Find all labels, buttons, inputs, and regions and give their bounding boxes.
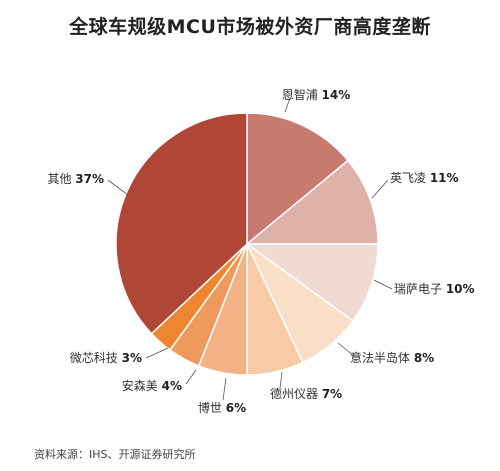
slice-label-4: 意法半岛体 8%	[350, 350, 434, 365]
slice-label-9: 其他 37%	[47, 172, 104, 186]
pie-slice-3	[244, 243, 379, 323]
slice-percent: 3%	[122, 351, 142, 365]
leader-line-1	[284, 97, 291, 113]
slice-name: 意法半岛体	[350, 350, 414, 365]
slice-label-1: 恩智浦 14%	[282, 87, 351, 102]
slice-percent: 6%	[226, 401, 246, 415]
slice-name: 博世	[198, 400, 226, 415]
slice-percent: 4%	[162, 379, 182, 393]
slice-name: 英飞凌	[390, 171, 430, 185]
slice-name: 微芯科技	[70, 351, 122, 365]
pie-slice-1	[246, 112, 349, 246]
slice-label-8: 微芯科技 3%	[70, 351, 142, 365]
leader-line-8	[145, 347, 169, 359]
leader-line-4	[337, 342, 355, 357]
slice-percent: 7%	[322, 387, 342, 401]
slice-label-5: 德州仪器 7%	[270, 386, 342, 401]
slice-percent: 37%	[75, 172, 104, 186]
slice-label-3: 瑞萨电子 10%	[394, 282, 475, 296]
slice-name: 安森美	[122, 378, 162, 393]
slice-percent: 14%	[322, 88, 351, 102]
slice-name: 瑞萨电子	[394, 282, 446, 296]
source-note: 资料来源：IHS、开源证券研究所	[34, 448, 196, 461]
slice-percent: 10%	[446, 282, 475, 296]
leader-line-3	[373, 279, 393, 290]
slice-label-7: 安森美 4%	[122, 378, 182, 393]
leader-line-7	[185, 369, 197, 385]
chart-title: 全球车规级MCU市场被外资厂商高度垄断	[69, 16, 431, 38]
leader-line-2	[371, 179, 389, 199]
slice-label-2: 英飞凌 11%	[390, 171, 459, 185]
leader-line-5	[279, 371, 283, 389]
slice-label-6: 博世 6%	[198, 400, 246, 415]
slice-name: 其他	[47, 172, 75, 186]
pie-slice-2	[244, 159, 379, 245]
leader-line-6	[222, 377, 227, 401]
slice-name: 德州仪器	[270, 386, 322, 401]
slice-percent: 11%	[430, 171, 459, 185]
slice-percent: 8%	[414, 351, 434, 365]
pie-slice-9	[115, 112, 248, 335]
slice-name: 恩智浦	[282, 87, 322, 102]
leader-line-9	[107, 179, 129, 196]
